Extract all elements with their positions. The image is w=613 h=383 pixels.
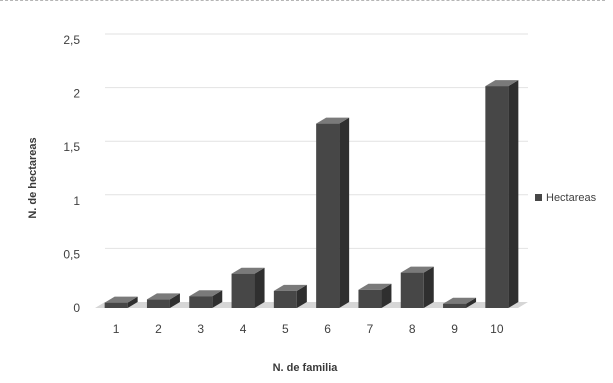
bar-side bbox=[169, 293, 180, 308]
bar-side bbox=[212, 290, 223, 308]
bar bbox=[443, 297, 477, 308]
x-tick-label: 4 bbox=[240, 322, 247, 336]
x-tick-label: 5 bbox=[282, 322, 289, 336]
bar bbox=[316, 117, 350, 308]
bar-front bbox=[189, 296, 213, 308]
y-axis-ticks: 0 0,5 1 1,5 2 2,5 bbox=[63, 33, 80, 315]
bar bbox=[358, 283, 392, 308]
bar-side bbox=[466, 297, 477, 308]
x-tick-label: 1 bbox=[113, 322, 120, 336]
bar bbox=[104, 296, 138, 308]
chart-border bbox=[0, 0, 605, 2]
bar-front bbox=[400, 272, 424, 308]
x-tick-label: 10 bbox=[490, 322, 504, 336]
x-axis-title: N. de familia bbox=[273, 362, 339, 374]
bar-top bbox=[485, 80, 519, 87]
x-tick-label: 9 bbox=[451, 322, 458, 336]
x-axis-ticks: 1 2 3 4 5 6 7 8 9 10 bbox=[113, 322, 504, 336]
bar-side bbox=[254, 267, 265, 308]
x-tick-label: 6 bbox=[324, 322, 331, 336]
bar-top bbox=[443, 297, 477, 304]
x-tick-label: 2 bbox=[155, 322, 162, 336]
y-tick-label: 0 bbox=[73, 301, 80, 315]
bar-top bbox=[146, 293, 180, 300]
bar bbox=[485, 80, 519, 308]
bar-front bbox=[104, 302, 128, 308]
bar-side bbox=[381, 283, 392, 308]
y-tick-label: 2,5 bbox=[63, 33, 80, 47]
y-tick-label: 1,5 bbox=[63, 140, 80, 154]
bar-top bbox=[189, 290, 223, 297]
bar-side bbox=[127, 296, 138, 308]
bar-front bbox=[485, 86, 509, 308]
bar-top bbox=[358, 283, 392, 290]
bar-top bbox=[104, 296, 138, 303]
legend-label: Hectareas bbox=[546, 192, 597, 204]
x-tick-label: 3 bbox=[197, 322, 204, 336]
bars bbox=[104, 80, 519, 308]
y-tick-label: 0,5 bbox=[63, 247, 80, 261]
bar-top bbox=[273, 284, 307, 291]
bar-side bbox=[296, 284, 307, 308]
legend: Hectareas bbox=[535, 192, 597, 204]
bar-front bbox=[231, 273, 255, 308]
bar-front bbox=[316, 123, 340, 308]
bar bbox=[189, 290, 223, 308]
bar-top bbox=[316, 117, 350, 124]
y-axis-title: N. de hectareas bbox=[27, 137, 39, 218]
x-tick-label: 7 bbox=[367, 322, 374, 336]
bar-top bbox=[231, 267, 265, 274]
x-tick-label: 8 bbox=[409, 322, 416, 336]
bar-front bbox=[273, 290, 297, 308]
bar bbox=[273, 284, 307, 308]
y-tick-label: 2 bbox=[73, 87, 80, 101]
bar-side bbox=[423, 266, 434, 308]
bar bbox=[146, 293, 180, 308]
bar-front bbox=[358, 289, 382, 308]
y-tick-label: 1 bbox=[73, 194, 80, 208]
bar bbox=[400, 266, 434, 308]
legend-swatch bbox=[535, 194, 542, 201]
bar-front bbox=[443, 303, 467, 308]
bar-top bbox=[400, 266, 434, 273]
bar-front bbox=[146, 299, 170, 308]
bar bbox=[231, 267, 265, 308]
bar-side bbox=[508, 80, 519, 308]
bar-side bbox=[339, 117, 350, 308]
